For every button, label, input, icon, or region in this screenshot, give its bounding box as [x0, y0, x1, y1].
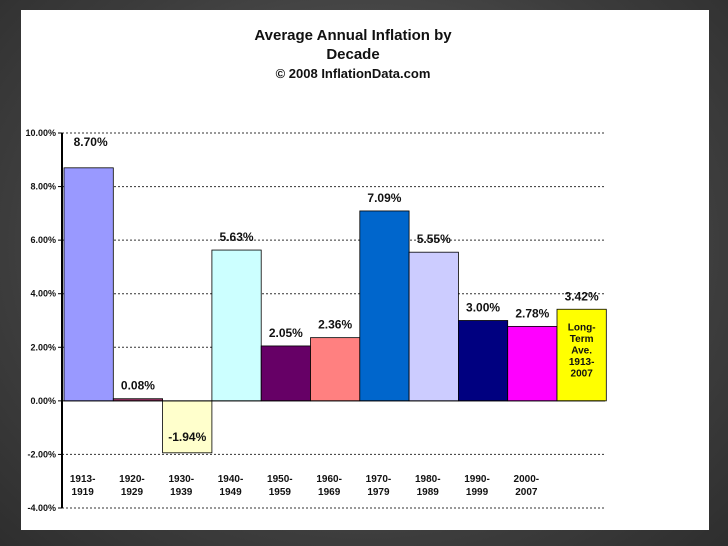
x-tick-label: 1913- [70, 474, 96, 485]
bar [310, 337, 361, 402]
data-label: 5.55% [417, 232, 451, 246]
x-tick-label: 1919 [72, 487, 95, 498]
y-tick-label: 6.00% [30, 235, 56, 245]
x-tick-label: 2007 [515, 487, 538, 498]
annotation-line: Term [570, 334, 594, 345]
annotation-line: Ave. [571, 345, 592, 356]
x-tick-label: 1990- [464, 474, 490, 485]
bar [260, 345, 311, 402]
y-tick-label: -4.00% [27, 503, 56, 513]
x-tick-label: 1949 [219, 487, 242, 498]
y-tick-label: 0.00% [30, 396, 56, 406]
annotation-line: 1913- [569, 357, 595, 368]
x-tick-label: 1970- [366, 474, 392, 485]
x-tick-label: 1959 [269, 487, 292, 498]
data-label: 2.05% [269, 326, 303, 340]
bar [162, 400, 213, 454]
data-label: 5.63% [220, 230, 254, 244]
y-tick-label: 10.00% [25, 128, 56, 138]
data-label: 3.00% [466, 301, 500, 315]
chart-title-line-1: Average Annual Inflation by [254, 27, 452, 44]
chart-title-line-2: Decade [326, 46, 379, 63]
x-tick-label: 1969 [318, 487, 341, 498]
y-tick-label: 2.00% [30, 342, 56, 352]
y-tick-label: 8.00% [30, 182, 56, 192]
x-tick-label: 1960- [316, 474, 342, 485]
x-tick-label: 1929 [121, 487, 144, 498]
bar [408, 251, 459, 402]
labels: 10.00% 8.00% 6.00% 4.00% 2.00% 0.00% -2.00% -4.… [25, 128, 599, 513]
data-label: -1.94% [168, 430, 206, 444]
chart-subtitle: © 2008 InflationData.com [276, 66, 431, 81]
x-tick-label: 1980- [415, 474, 441, 485]
x-tick-label: 1920- [119, 474, 145, 485]
chart: Average Annual Inflation by Decade © 200… [25, 27, 607, 513]
bar [507, 325, 558, 402]
y-tick-label: -2.00% [27, 449, 56, 459]
x-tick-label: 1999 [466, 487, 489, 498]
data-label: 7.09% [367, 191, 401, 205]
axes [58, 132, 605, 509]
x-tick-label: 1939 [170, 487, 193, 498]
y-tick-label: 4.00% [30, 289, 56, 299]
x-tick-label: 1940- [218, 474, 244, 485]
bars [63, 167, 607, 454]
data-label: 0.08% [121, 379, 155, 393]
bar [63, 167, 114, 402]
x-tick-label: 1950- [267, 474, 293, 485]
bar [359, 210, 410, 402]
annotation-line: Long- [568, 322, 596, 333]
slide: Average Annual Inflation by Decade © 200… [21, 10, 709, 530]
data-label: 2.36% [318, 318, 352, 332]
data-label: 8.70% [74, 135, 108, 149]
x-tick-label: 2000- [514, 474, 540, 485]
x-tick-label: 1989 [417, 487, 440, 498]
bar [457, 320, 509, 402]
bar [211, 249, 262, 402]
x-tick-label: 1979 [367, 487, 390, 498]
annotation-line: 2007 [571, 368, 594, 379]
bar [556, 308, 607, 402]
data-label: 2.78% [515, 306, 549, 320]
data-label: 3.42% [565, 289, 599, 303]
x-tick-label: 1930- [168, 474, 194, 485]
